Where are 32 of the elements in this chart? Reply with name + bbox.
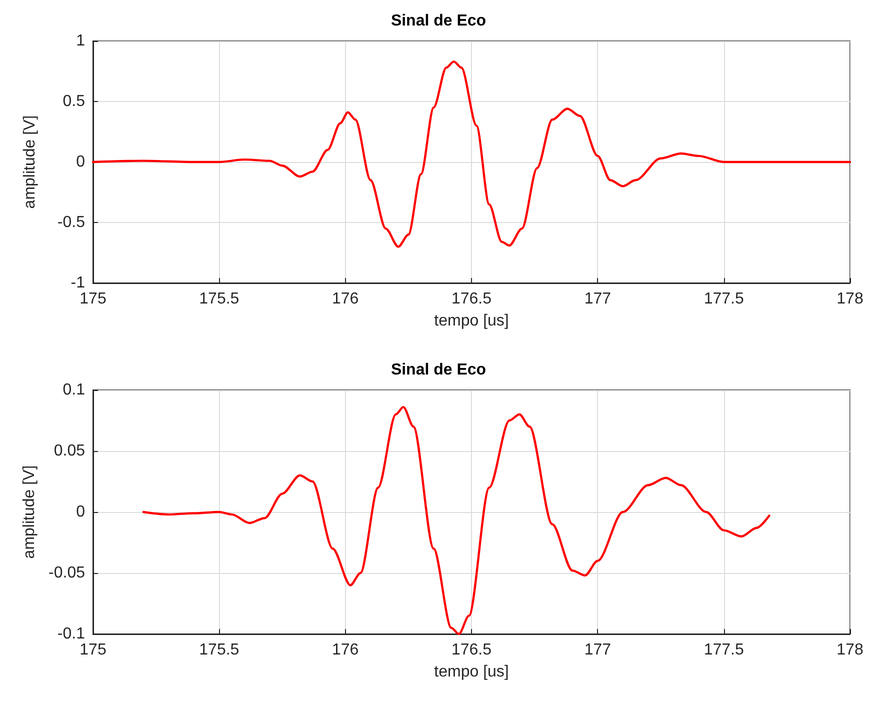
y-tick-label: 0 [76, 154, 86, 170]
x-tick-label: 177.5 [704, 642, 744, 658]
x-tick-label: 176 [332, 290, 359, 308]
x-axis-title: tempo [us] [434, 664, 509, 680]
y-tick-label: 0 [76, 504, 86, 520]
x-tick-label: 175.5 [199, 290, 240, 308]
y-tick-label: -0.1 [57, 626, 86, 642]
x-tick-label: 178 [836, 290, 864, 308]
x-tick-label: 177 [584, 290, 612, 308]
x-tick-label: 176 [332, 642, 359, 658]
x-axis-title: tempo [us] [434, 312, 509, 330]
line-series [142, 406, 770, 636]
x-tick-label: 176.5 [451, 642, 492, 658]
chart-title: Sinal de Eco [390, 362, 486, 378]
y-axis-title: amplitude [V] [21, 465, 38, 559]
y-tick-label: 0.5 [62, 93, 86, 110]
y-tick-label: 1 [76, 32, 86, 50]
x-tick-label: 176.5 [451, 290, 492, 308]
x-tick-label: 178 [836, 642, 864, 658]
y-tick-label: -1 [70, 274, 86, 292]
y-tick-label: 0.1 [62, 382, 86, 398]
x-tick-label: 177 [584, 642, 612, 658]
x-tick-label: 177.5 [704, 290, 744, 308]
y-axis-title: amplitude [V] [22, 115, 38, 209]
x-tick-label: 175 [80, 642, 106, 658]
y-tick-label: -0.05 [48, 564, 86, 582]
chart-title: Sinal de Eco [390, 12, 486, 30]
line-series [92, 60, 852, 248]
y-tick-label: -0.5 [57, 214, 86, 231]
x-tick-label: 175 [80, 290, 106, 308]
y-tick-label: 0.05 [54, 442, 86, 460]
x-tick-label: 175.5 [199, 642, 240, 658]
